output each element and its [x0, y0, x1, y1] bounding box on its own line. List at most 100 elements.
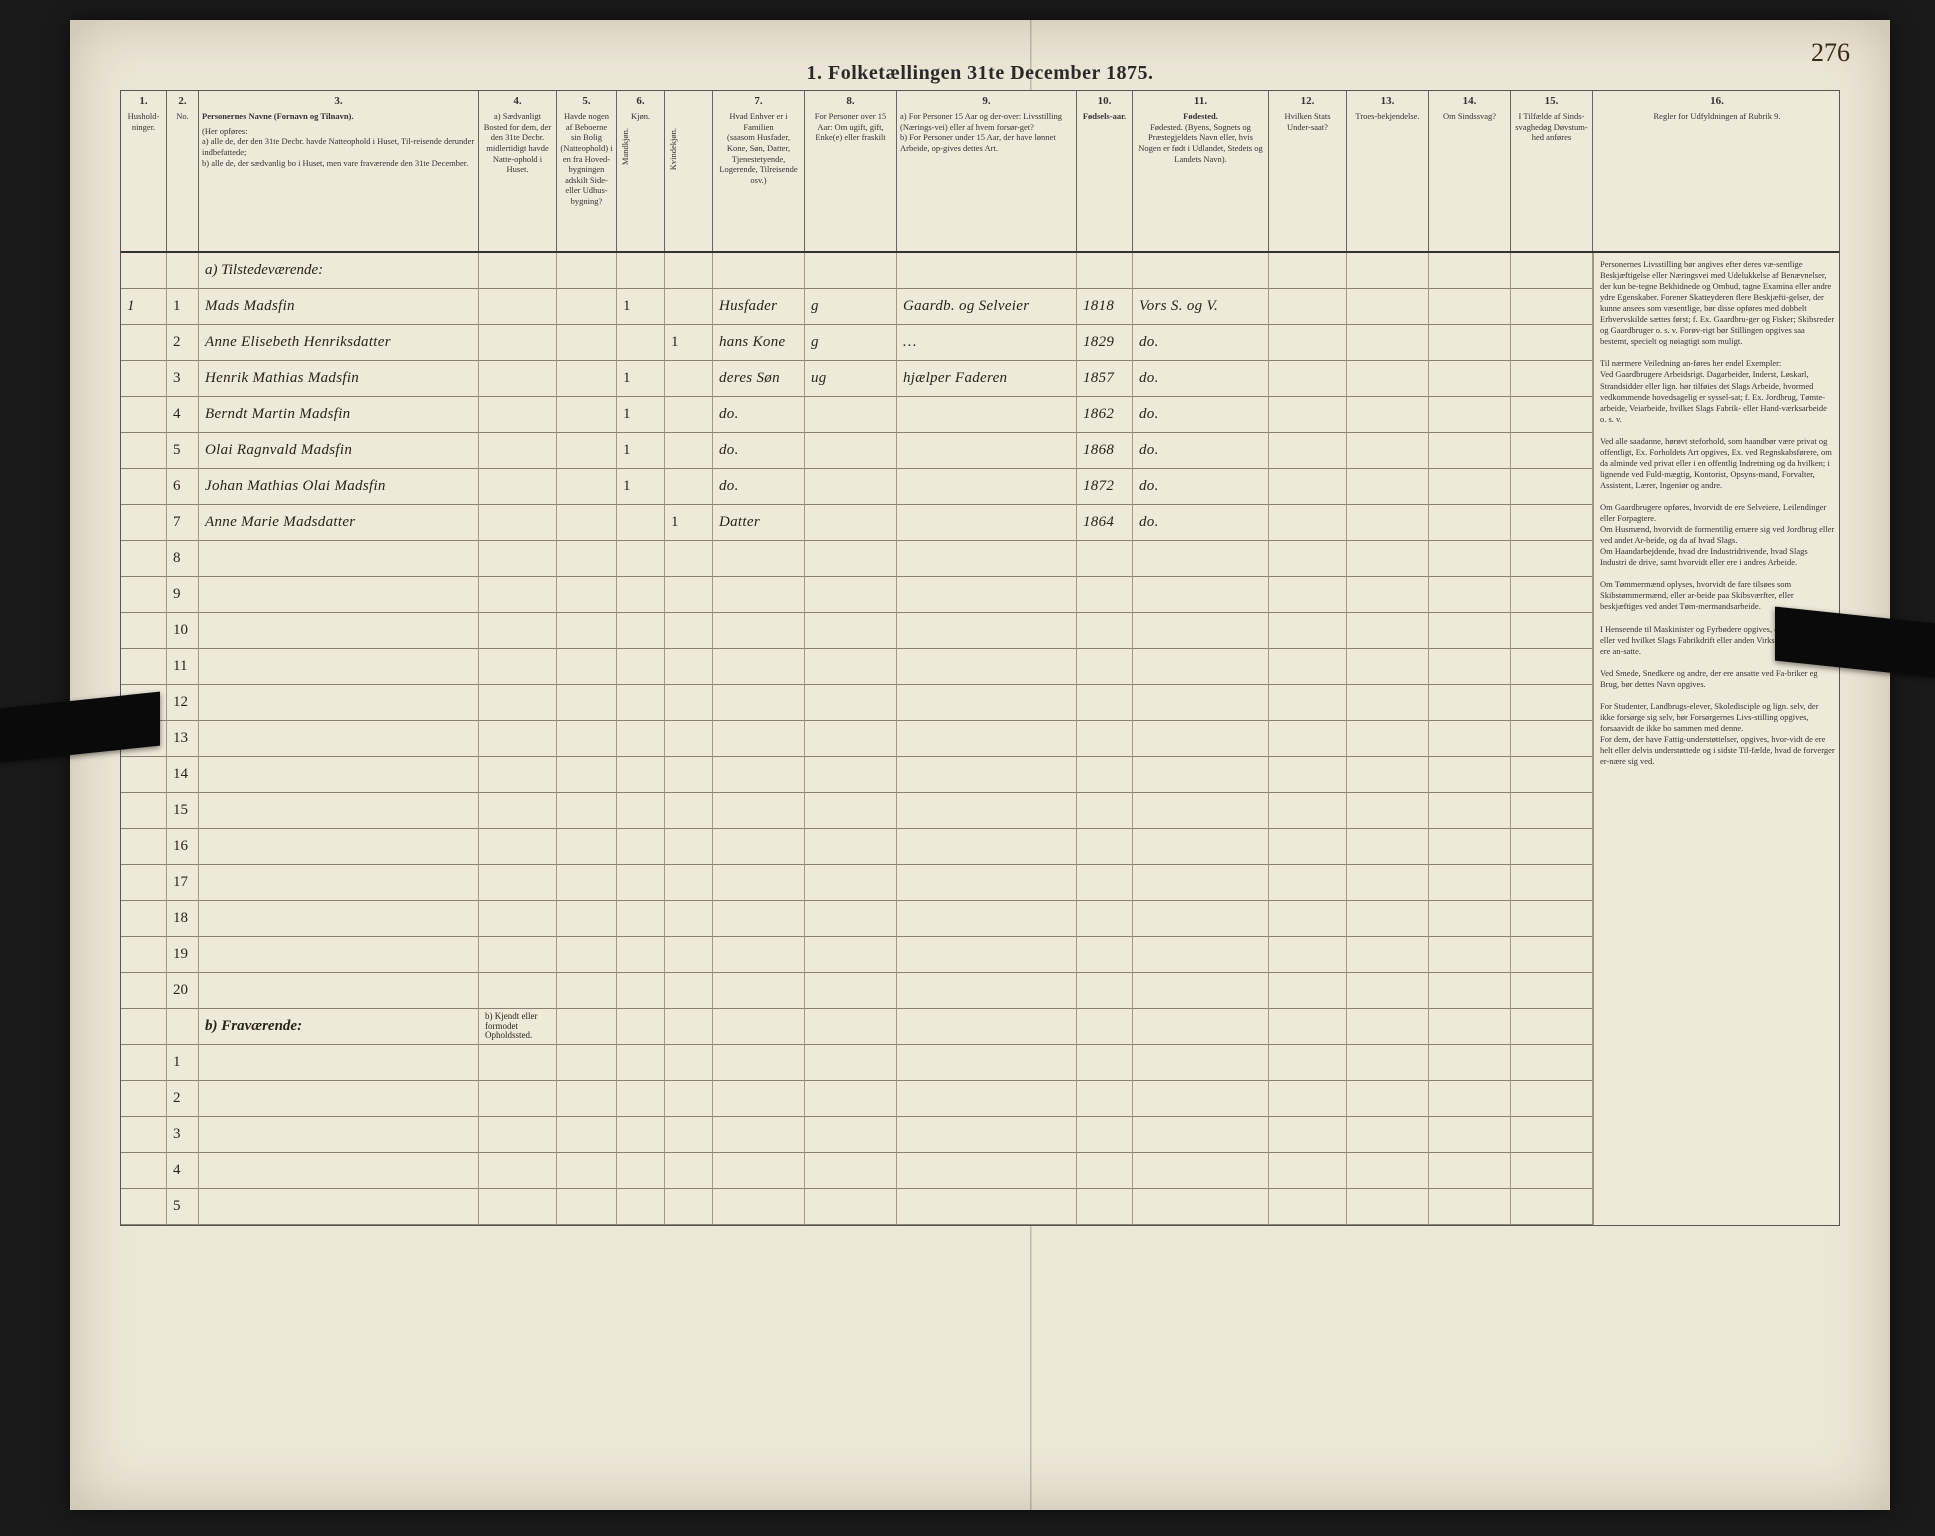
table-cell	[665, 1189, 713, 1225]
person-name: Berndt Martin Madsfin	[199, 397, 479, 433]
table-cell	[897, 649, 1077, 685]
table-cell	[897, 757, 1077, 793]
table-cell	[479, 469, 557, 505]
sex-male: 1	[617, 361, 665, 397]
table-cell	[805, 937, 897, 973]
table-cell	[617, 721, 665, 757]
table-cell	[897, 937, 1077, 973]
table-cell	[557, 613, 617, 649]
table-cell	[1511, 757, 1593, 793]
table-cell	[1429, 865, 1511, 901]
table-cell	[1077, 253, 1133, 289]
table-cell	[1269, 793, 1347, 829]
table-cell	[479, 361, 557, 397]
table-cell	[479, 865, 557, 901]
table-cell	[557, 433, 617, 469]
table-cell	[1429, 361, 1511, 397]
table-cell	[557, 865, 617, 901]
table-cell	[897, 1009, 1077, 1045]
table-cell	[1077, 577, 1133, 613]
col-10-header: 10. Fødsels-aar.	[1077, 91, 1133, 251]
table-cell	[557, 901, 617, 937]
col-1-header: 1. Hushold-ninger.	[121, 91, 167, 251]
table-cell	[897, 1045, 1077, 1081]
sex-female: 1	[665, 325, 713, 361]
table-cell	[1269, 757, 1347, 793]
table-cell	[713, 865, 805, 901]
table-cell	[713, 793, 805, 829]
table-cell	[1077, 541, 1133, 577]
table-cell	[199, 541, 479, 577]
table-cell	[557, 469, 617, 505]
table-cell	[1077, 685, 1133, 721]
table-cell	[713, 757, 805, 793]
row-index: 10	[167, 613, 199, 649]
sex-female	[665, 469, 713, 505]
table-cell	[1269, 901, 1347, 937]
table-cell	[665, 973, 713, 1009]
table-cell	[713, 685, 805, 721]
table-cell	[121, 1153, 167, 1189]
table-cell	[1347, 685, 1429, 721]
table-cell	[1269, 577, 1347, 613]
table-cell	[1133, 1009, 1269, 1045]
table-cell	[557, 1189, 617, 1225]
table-cell	[1133, 937, 1269, 973]
table-cell	[557, 1081, 617, 1117]
table-cell	[1347, 829, 1429, 865]
table-cell	[557, 1117, 617, 1153]
birth-year: 1862	[1077, 397, 1133, 433]
table-cell	[617, 613, 665, 649]
table-cell	[1429, 325, 1511, 361]
row-hh	[121, 433, 167, 469]
table-cell	[617, 649, 665, 685]
table-cell	[805, 901, 897, 937]
birth-year: 1829	[1077, 325, 1133, 361]
table-cell	[1077, 757, 1133, 793]
table-cell	[1347, 397, 1429, 433]
table-cell	[617, 577, 665, 613]
birth-year: 1864	[1077, 505, 1133, 541]
table-cell	[1133, 721, 1269, 757]
table-cell	[1269, 973, 1347, 1009]
table-cell	[121, 901, 167, 937]
table-cell	[1429, 721, 1511, 757]
table-cell	[1133, 793, 1269, 829]
table-cell	[1269, 1081, 1347, 1117]
table-cell	[1133, 1081, 1269, 1117]
row-index: 4	[167, 397, 199, 433]
family-position: hans Kone	[713, 325, 805, 361]
table-cell	[479, 829, 557, 865]
table-cell	[199, 865, 479, 901]
row-index: 2	[167, 1081, 199, 1117]
person-name: Mads Madsfin	[199, 289, 479, 325]
table-cell	[1269, 541, 1347, 577]
table-cell	[1347, 1081, 1429, 1117]
section-b-label: b) Fraværende:	[199, 1009, 479, 1045]
table-cell	[897, 577, 1077, 613]
table-cell	[1429, 685, 1511, 721]
census-ledger-table: 1. Hushold-ninger. 2. No. 3. Personernes…	[120, 90, 1840, 1226]
table-cell	[617, 865, 665, 901]
table-cell	[1269, 1117, 1347, 1153]
table-cell	[713, 1009, 805, 1045]
table-cell	[1429, 469, 1511, 505]
table-cell	[713, 721, 805, 757]
col-16-header: 16. Regler for Udfyldningen af Rubrik 9.	[1593, 91, 1841, 251]
table-cell	[1269, 1045, 1347, 1081]
row-index: 15	[167, 793, 199, 829]
table-cell	[557, 721, 617, 757]
col-13-header: 13. Troes-bekjendelse.	[1347, 91, 1429, 251]
table-cell	[1077, 1117, 1133, 1153]
birth-year: 1872	[1077, 469, 1133, 505]
row-index	[167, 253, 199, 289]
table-cell	[805, 1081, 897, 1117]
table-cell	[479, 1081, 557, 1117]
sex-female	[665, 433, 713, 469]
table-cell	[557, 937, 617, 973]
person-name: Olai Ragnvald Madsfin	[199, 433, 479, 469]
table-cell	[665, 721, 713, 757]
table-cell	[121, 1045, 167, 1081]
table-cell	[1347, 1189, 1429, 1225]
family-position: Husfader	[713, 289, 805, 325]
